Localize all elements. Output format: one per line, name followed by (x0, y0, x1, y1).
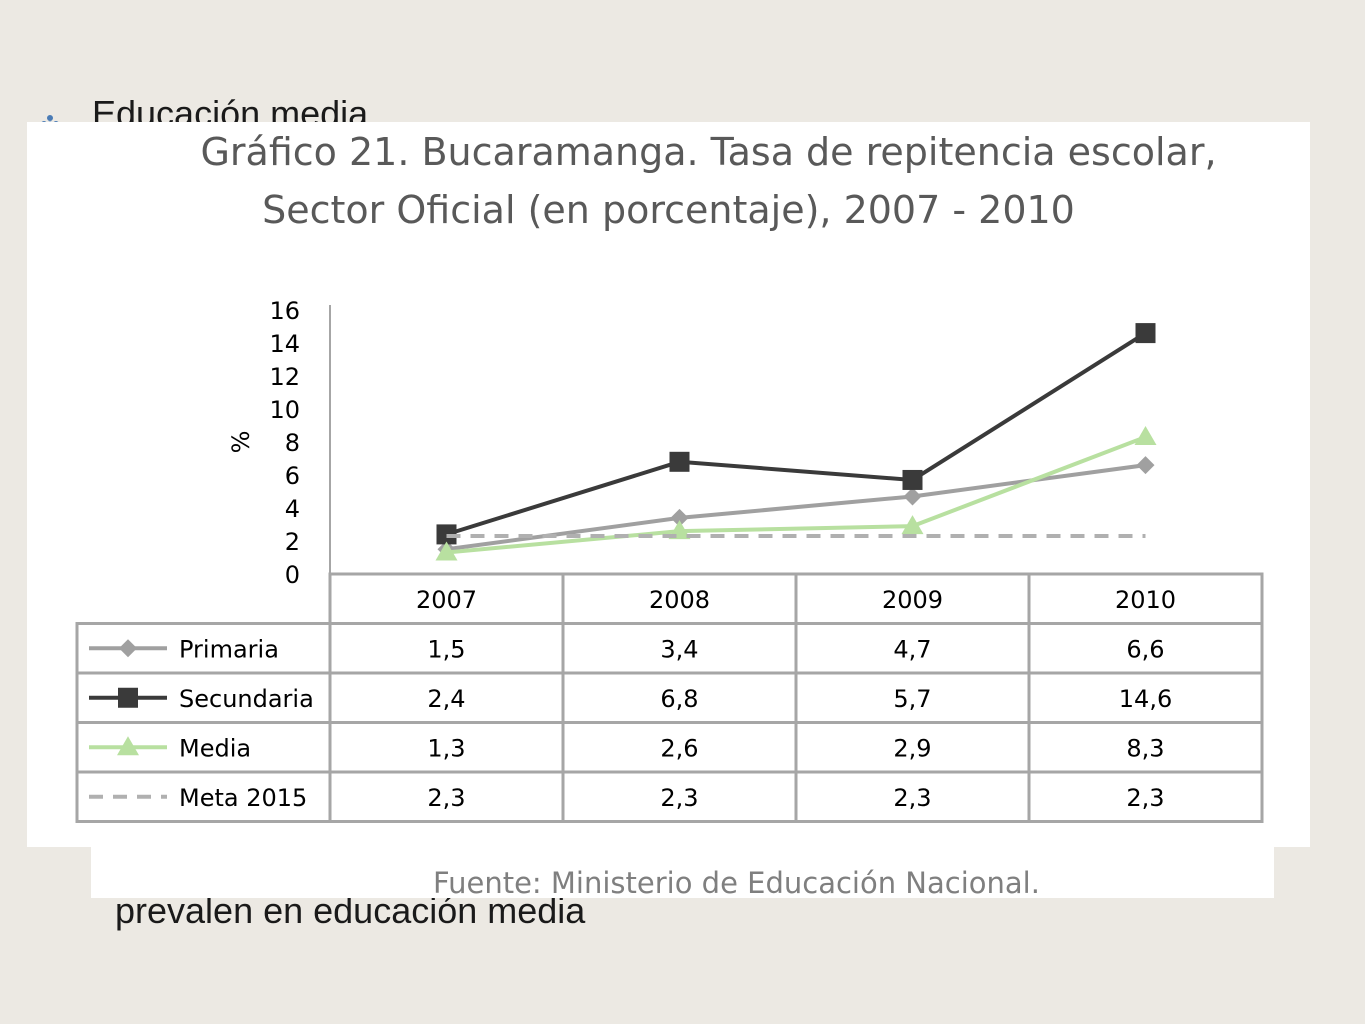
series-line-secundaria (445, 331, 1147, 537)
y-tick-label-2: 2 (285, 528, 300, 556)
source-box: Fuente: Ministerio de Educación Nacional… (91, 846, 1274, 900)
legend-marker-primaria (119, 639, 137, 658)
point-primaria-2009 (903, 487, 922, 506)
legend-marker-secundaria (118, 687, 138, 708)
y-tick-label-16: 16 (269, 297, 300, 325)
point-media-2007 (435, 541, 458, 561)
y-axis-label: % (227, 431, 255, 454)
y-tick-label-4: 4 (285, 495, 300, 523)
data-label-meta-2015-2008: 2,3 (660, 784, 698, 812)
y-tick-label-8: 8 (285, 429, 300, 457)
y-tick-label-10: 10 (269, 396, 300, 424)
data-label-media-2008: 2,6 (660, 734, 698, 762)
legend-label-media: Media (179, 734, 251, 762)
data-label-secundaria-2007: 2,4 (427, 685, 465, 713)
data-label-media-2007: 1,3 (427, 734, 465, 762)
point-primaria-2008 (670, 508, 689, 527)
data-label-primaria-2008: 3,4 (660, 635, 698, 663)
y-tick-label-6: 6 (285, 462, 300, 490)
legend-label-meta-2015: Meta 2015 (179, 784, 307, 812)
data-label-media-2009: 2,9 (893, 734, 931, 762)
y-tick-label-14: 14 (269, 330, 300, 358)
data-label-primaria-2007: 1,5 (427, 635, 465, 663)
data-label-meta-2015-2009: 2,3 (893, 784, 931, 812)
point-secundaria-2009 (902, 469, 923, 490)
y-tick-label-12: 12 (269, 363, 300, 391)
legend-marker-media (117, 736, 139, 756)
chart-title: Gráfico 21. Bucaramanga. Tasa de repiten… (200, 130, 1217, 174)
data-label-meta-2015-2010: 2,3 (1126, 784, 1164, 812)
slide-body-line: prevalen en educación media (115, 890, 586, 931)
data-label-primaria-2009: 4,7 (893, 635, 931, 663)
x-category-label-2007: 2007 (416, 586, 477, 614)
chart-image: Gráfico 21. Bucaramanga. Tasa de repiten… (27, 122, 1310, 847)
data-label-meta-2015-2007: 2,3 (427, 784, 465, 812)
data-label-secundaria-2010: 14,6 (1119, 685, 1172, 713)
legend-label-primaria: Primaria (179, 635, 279, 663)
data-label-secundaria-2009: 5,7 (893, 685, 931, 713)
data-label-secundaria-2008: 6,8 (660, 685, 698, 713)
line-chart: 0 2 4 6 8 10 12 14 16% 2007 2008 2009 2010 Primaria 1,… (75, 297, 1264, 823)
y-tick-label-0: 0 (285, 561, 300, 589)
chart-subtitle: Sector Oficial (en porcentaje), 2007 - 2… (262, 188, 1075, 232)
point-secundaria-2010 (1135, 323, 1156, 344)
point-primaria-2010 (1136, 456, 1155, 475)
legend-label-secundaria: Secundaria (179, 685, 314, 713)
point-secundaria-2008 (669, 451, 690, 472)
data-table: 2007 2008 2009 2010 Primaria 1,5 3,4 4,7 6,6 Secu… (75, 572, 1264, 823)
x-category-label-2008: 2008 (649, 586, 710, 614)
series-line-media (446, 435, 1147, 555)
data-label-media-2010: 8,3 (1126, 734, 1164, 762)
x-category-label-2009: 2009 (882, 586, 943, 614)
point-media-2009 (901, 515, 924, 535)
data-label-primaria-2010: 6,6 (1126, 635, 1164, 663)
x-category-label-2010: 2010 (1115, 586, 1176, 614)
chart-source: Fuente: Ministerio de Educación Nacional… (433, 866, 1040, 900)
point-media-2010 (1134, 426, 1157, 446)
